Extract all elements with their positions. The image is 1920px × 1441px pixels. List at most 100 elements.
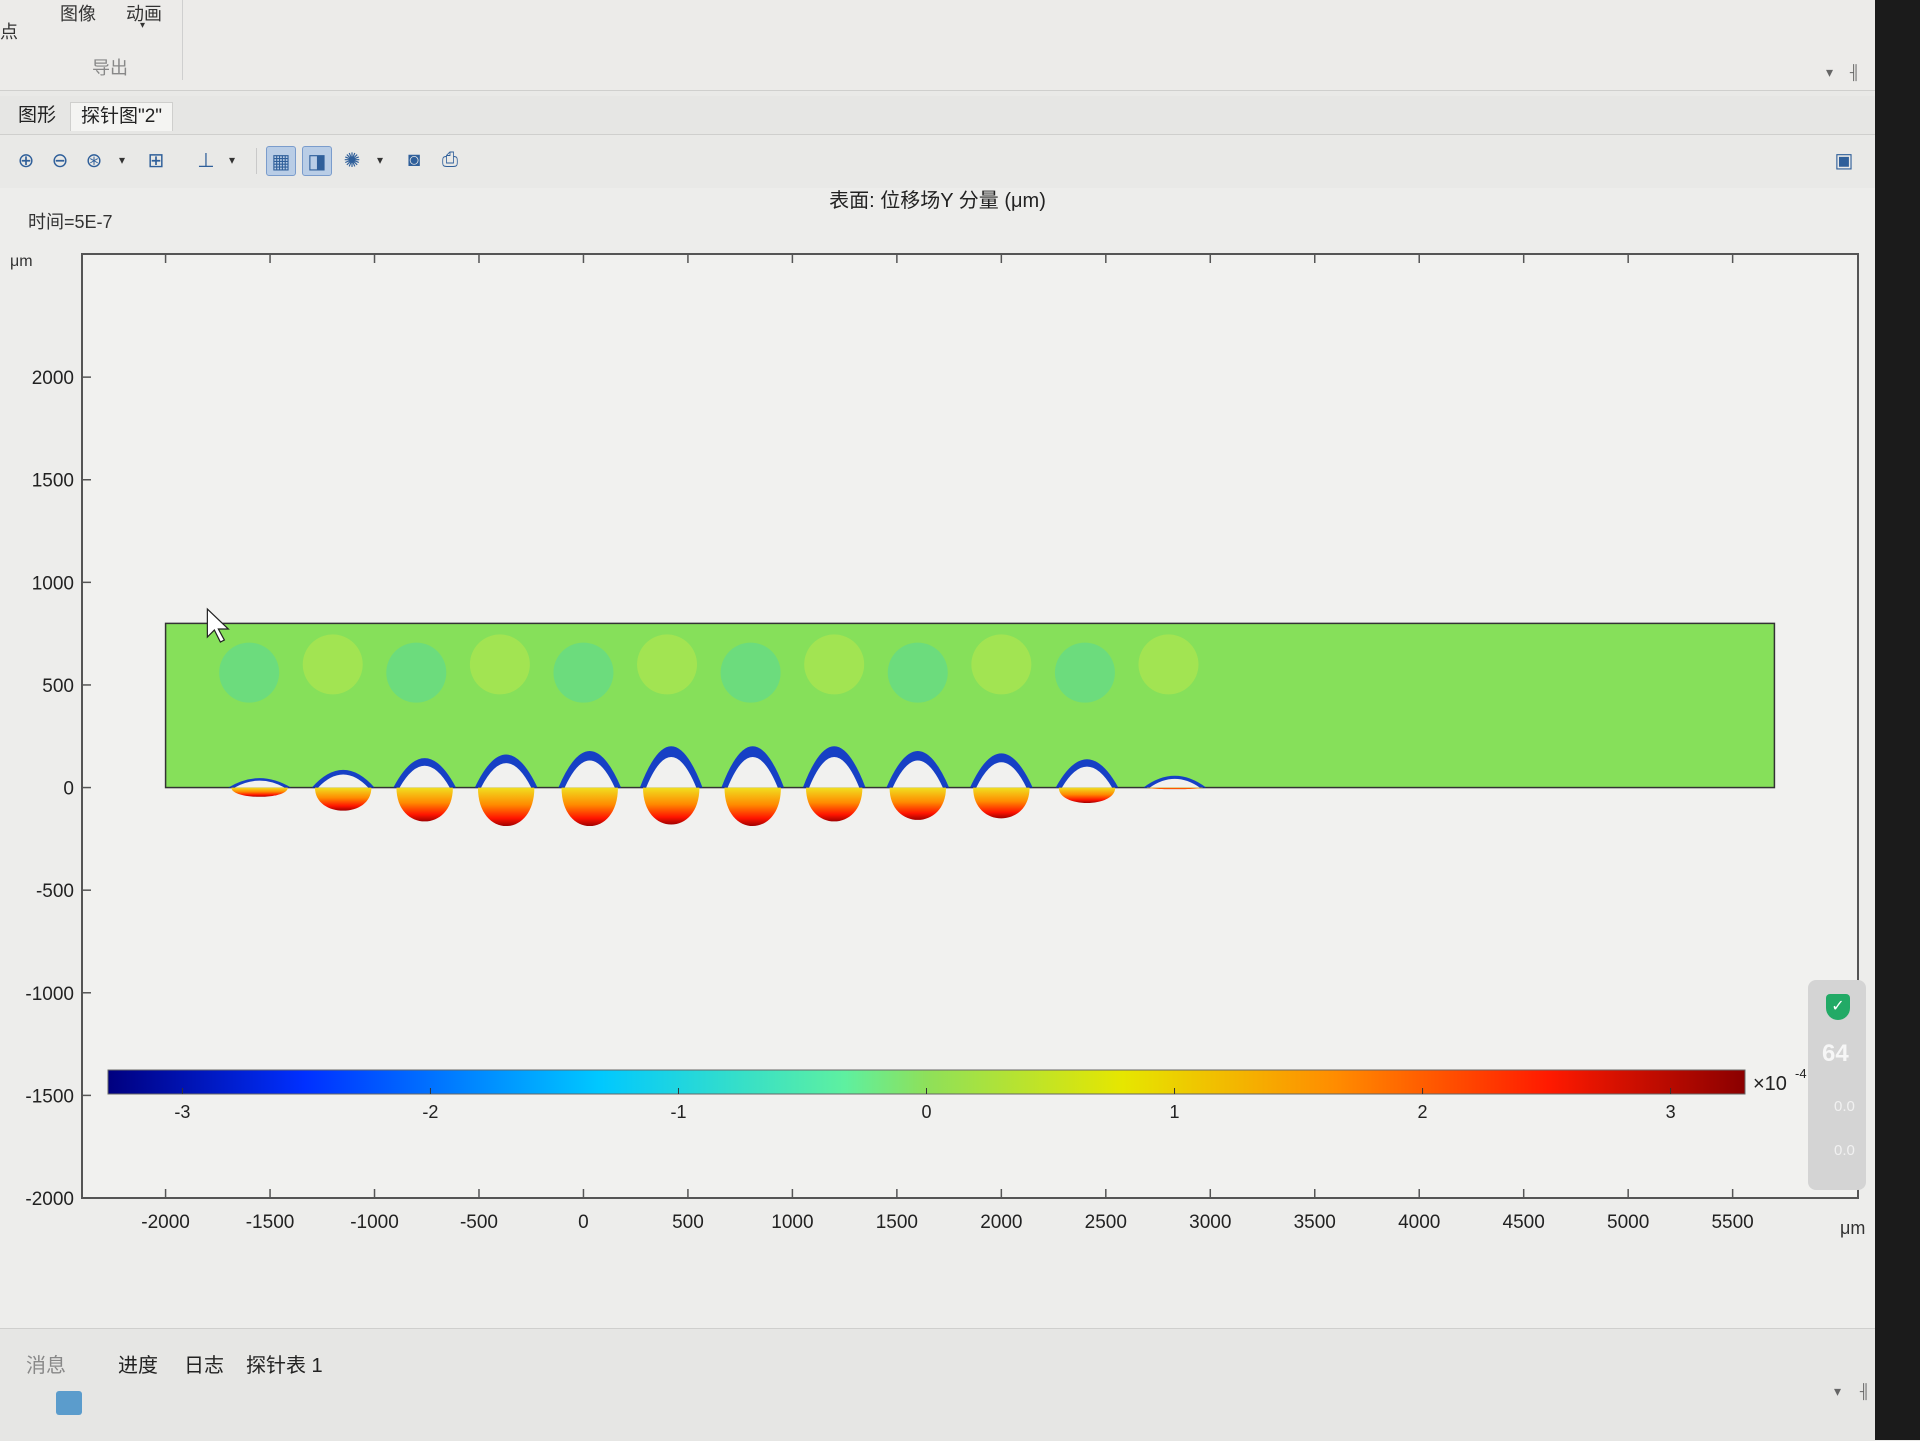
- wave-trough: [889, 787, 946, 820]
- tab-progress[interactable]: 进度: [118, 1355, 158, 1377]
- print-icon[interactable]: ⎙: [442, 148, 458, 171]
- x-tick-label: -1000: [350, 1212, 399, 1233]
- wave-crest-gap: [1061, 766, 1113, 788]
- y-tick-label: 2000: [32, 368, 74, 389]
- collapse-icon[interactable]: ▾: [1834, 1383, 1842, 1399]
- animation-menu[interactable]: 动画: [126, 4, 162, 24]
- plot-area[interactable]: 表面: 位移场Y 分量 (μm) 时间=5E-7 μm μm 2000 1500 100…: [0, 188, 1875, 1328]
- colorbar-tick-label: 3: [1666, 1102, 1676, 1122]
- widget-value: 64: [1822, 1040, 1849, 1067]
- shield-icon: ✓: [1826, 994, 1850, 1020]
- tab-probe-table-1[interactable]: 探针表 1: [246, 1355, 323, 1377]
- y-tick-label: -1500: [25, 1086, 74, 1107]
- wave-trough: [561, 787, 618, 827]
- x-tick-label: 1000: [771, 1212, 813, 1233]
- field-ripple: [553, 642, 614, 703]
- chevron-down-icon[interactable]: ▾: [376, 153, 384, 167]
- wave-trough: [724, 787, 781, 827]
- colorbar-tick-label: 1: [1170, 1102, 1180, 1122]
- colorbar-tick-label: 0: [921, 1102, 931, 1122]
- field-ripple: [637, 634, 698, 695]
- field-ripple: [386, 642, 447, 703]
- wave-trough: [1058, 787, 1116, 803]
- console-icon[interactable]: [56, 1391, 82, 1415]
- wave-crest-gap: [727, 757, 778, 788]
- tab-log[interactable]: 日志: [184, 1355, 224, 1377]
- time-label: 时间=5E-7: [28, 212, 113, 232]
- camera-icon[interactable]: ◙: [407, 148, 421, 171]
- heatmap-chart: μmμm2000150010005000-500-1000-1500-2000-…: [10, 253, 1865, 1238]
- zoom-extents-icon[interactable]: ⊞: [147, 149, 165, 172]
- x-tick-label: 4500: [1503, 1212, 1545, 1233]
- y-axis-unit-label: μm: [10, 253, 33, 270]
- field-ripple: [1054, 642, 1115, 703]
- x-tick-label: 5500: [1711, 1212, 1753, 1233]
- y-tick-label: -500: [36, 881, 74, 902]
- colorbar-tick-label: -2: [422, 1102, 438, 1122]
- field-ripple: [720, 642, 781, 703]
- x-tick-label: 0: [578, 1212, 589, 1233]
- zoom-in-icon[interactable]: ⊕: [17, 149, 35, 172]
- ribbon-left-fragment: 点: [0, 22, 18, 42]
- axis-orientation-icon[interactable]: ⊥: [197, 149, 215, 172]
- wave-crest-gap: [809, 757, 860, 788]
- domain-rect: [164, 622, 1776, 789]
- y-tick-label: 0: [63, 779, 74, 800]
- x-tick-label: 2000: [980, 1212, 1022, 1233]
- toolbar-divider: [256, 148, 257, 174]
- pin-icon[interactable]: ╢: [1860, 1383, 1870, 1399]
- tab-messages[interactable]: 消息: [26, 1355, 66, 1377]
- system-monitor-widget[interactable]: ✓ 64 0.0 0.0: [1808, 980, 1866, 1190]
- x-tick-label: 5000: [1607, 1212, 1649, 1233]
- y-tick-label: 1500: [32, 471, 74, 492]
- wave-crest-gap: [318, 774, 369, 788]
- bottom-panel: 消息 进度 日志 探针表 1 ▾ ╢: [0, 1328, 1875, 1441]
- x-tick-label: -2000: [141, 1212, 190, 1233]
- field-ripple: [302, 634, 363, 695]
- wave-crest-gap: [234, 780, 285, 788]
- axis-toggle-icon[interactable]: ◨: [302, 146, 332, 176]
- ribbon-divider: [182, 0, 183, 80]
- wave-trough: [643, 787, 700, 825]
- chevron-down-icon[interactable]: ▾: [140, 20, 146, 31]
- widget-row-2: 0.0: [1834, 1142, 1855, 1159]
- wave-trough: [396, 787, 453, 822]
- wave-trough: [314, 787, 372, 811]
- x-tick-label: 2500: [1085, 1212, 1127, 1233]
- field-ripple: [1138, 634, 1199, 695]
- x-tick-label: -1500: [246, 1212, 295, 1233]
- image-menu[interactable]: 图像: [60, 4, 96, 24]
- plot-title: 表面: 位移场Y 分量 (μm): [829, 190, 1046, 212]
- colorbar-tick-label: -1: [670, 1102, 686, 1122]
- scene-light-icon[interactable]: ✺: [343, 149, 361, 172]
- export-group-label: 导出: [92, 58, 128, 78]
- wave-crest-gap: [646, 757, 697, 788]
- graphics-toolbar: ⊕ ⊖ ⊛ ▾ ⊞ ⊥ ▾ ▦ ◨ ✺ ▾ ◙ ⎙ ▣: [0, 140, 1875, 184]
- zoom-out-icon[interactable]: ⊖: [51, 149, 69, 172]
- y-tick-label: 1000: [32, 573, 74, 594]
- grid-toggle-icon[interactable]: ▦: [266, 146, 296, 176]
- colorbar-multiplier: ×10: [1753, 1073, 1787, 1095]
- pin-icon[interactable]: ╢: [1850, 64, 1860, 80]
- field-ripple: [804, 634, 865, 695]
- field-ripple: [887, 642, 948, 703]
- tab-graphics[interactable]: 图形: [18, 105, 57, 126]
- colorbar-tick-label: -3: [174, 1102, 190, 1122]
- colorbar-tick-label: 2: [1418, 1102, 1428, 1122]
- wave-trough: [231, 787, 288, 797]
- x-tick-label: 1500: [876, 1212, 918, 1233]
- tab-probe-plot-2[interactable]: 探针图"2": [70, 102, 174, 131]
- x-tick-label: 3000: [1189, 1212, 1231, 1233]
- chevron-down-icon[interactable]: ▾: [228, 153, 236, 167]
- ribbon: 点 图像 动画 ▾ 导出 ▾ ╢: [0, 0, 1875, 91]
- wave-crest-gap: [1149, 778, 1200, 788]
- wave-crest-gap: [481, 763, 532, 788]
- field-ripple: [219, 642, 280, 703]
- window-icon[interactable]: ▣: [1834, 149, 1854, 172]
- y-tick-label: -1000: [25, 984, 74, 1005]
- chevron-down-icon[interactable]: ▾: [118, 153, 126, 167]
- screen-bezel: [1875, 0, 1920, 1440]
- x-tick-label: 4000: [1398, 1212, 1440, 1233]
- collapse-icon[interactable]: ▾: [1826, 64, 1834, 80]
- zoom-box-icon[interactable]: ⊛: [85, 149, 103, 172]
